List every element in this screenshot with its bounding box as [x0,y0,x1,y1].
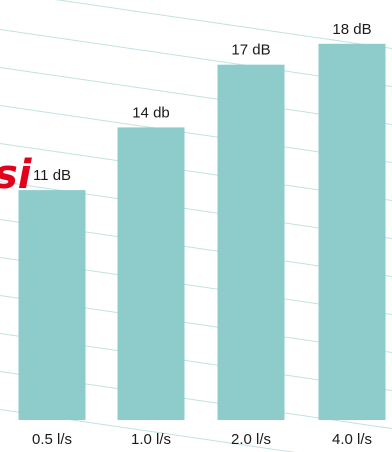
x-tick-label-4: 4.0 l/s [332,431,372,448]
bar-3 [217,64,285,420]
data-label-2: 14 db [132,104,170,121]
background-curve [56,0,392,50]
data-labels-group: 11 dB 14 db 17 dB 18 dB [33,21,372,184]
bar-2 [117,127,185,421]
x-tick-label-1: 0.5 l/s [32,431,72,448]
chart-annotation: si [0,152,33,198]
x-tick-labels-group: 0.5 l/s 1.0 l/s 2.0 l/s 4.0 l/s [32,431,372,448]
data-label-1: 11 dB [33,167,71,184]
data-label-4: 18 dB [332,21,371,38]
data-label-3: 17 dB [231,42,270,59]
x-tick-label-2: 1.0 l/s [131,431,171,448]
bar-1 [18,190,86,420]
x-tick-label-3: 2.0 l/s [231,431,271,448]
bars-group [18,43,386,421]
bar-4 [318,43,386,421]
